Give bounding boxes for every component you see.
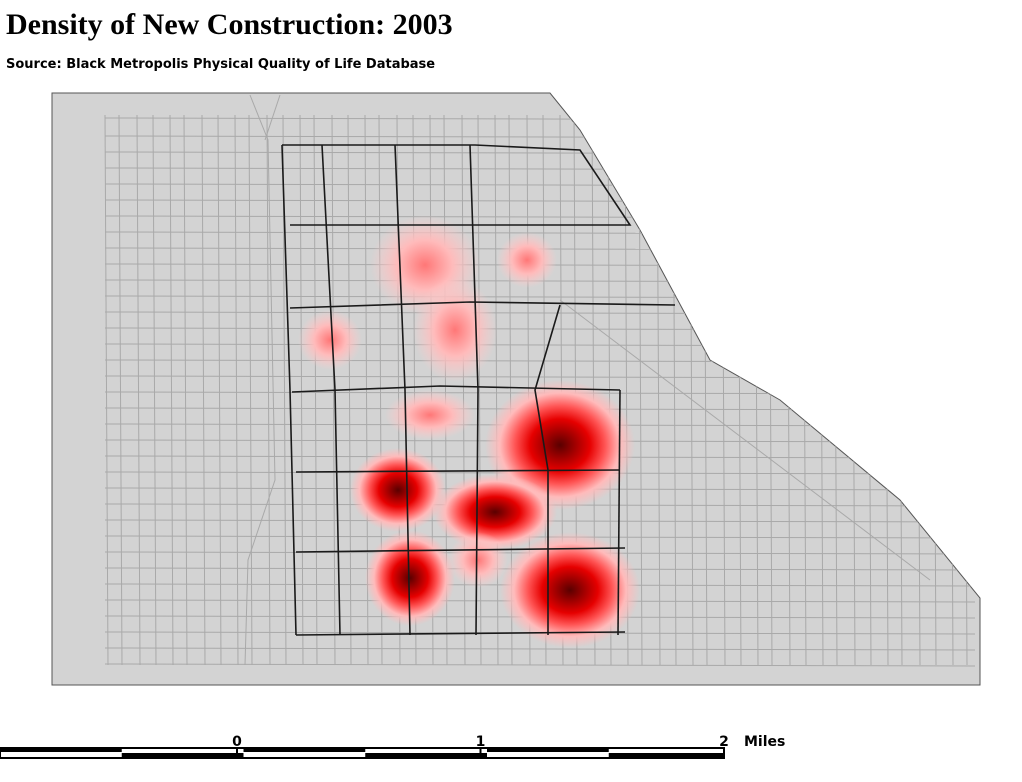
street bbox=[217, 114, 222, 666]
street bbox=[248, 114, 253, 666]
density-blob bbox=[385, 390, 475, 440]
density-blob bbox=[365, 530, 455, 626]
street bbox=[104, 647, 976, 651]
scale-bar-segment bbox=[487, 748, 609, 752]
density-blob bbox=[433, 474, 557, 550]
street bbox=[118, 114, 123, 666]
density-blob bbox=[485, 380, 635, 510]
density-blob bbox=[413, 278, 497, 382]
railway bbox=[559, 299, 931, 581]
scale-bar-segment bbox=[608, 753, 724, 758]
street bbox=[201, 114, 206, 666]
scale-label: 1 bbox=[476, 734, 486, 750]
scale-unit: Miles bbox=[744, 734, 785, 750]
boundary bbox=[291, 385, 621, 393]
density-blob bbox=[298, 310, 362, 370]
scale-label: 2 bbox=[719, 734, 729, 750]
scale-bar-segment bbox=[243, 748, 366, 752]
map-title: Density of New Construction: 2003 bbox=[6, 8, 453, 41]
boundary bbox=[282, 144, 632, 226]
scale-bar: 0 1 2 Miles bbox=[0, 734, 785, 759]
density-blob bbox=[497, 232, 557, 288]
scale-bar-segment bbox=[0, 748, 122, 752]
density-blob bbox=[350, 448, 446, 532]
street bbox=[266, 114, 271, 666]
boundary bbox=[469, 144, 479, 636]
boundary bbox=[394, 144, 411, 636]
map-source: Source: Black Metropolis Physical Qualit… bbox=[6, 57, 435, 72]
scale-bar-segment bbox=[121, 753, 244, 758]
street bbox=[104, 114, 109, 666]
boundary bbox=[295, 547, 626, 553]
boundary bbox=[281, 144, 297, 636]
density-blob bbox=[448, 532, 508, 588]
boundary bbox=[289, 301, 676, 309]
density-surface bbox=[298, 215, 640, 648]
street bbox=[234, 114, 239, 666]
boundary bbox=[321, 144, 341, 636]
boundary bbox=[534, 304, 561, 635]
expressway bbox=[244, 94, 276, 666]
street bbox=[313, 114, 318, 666]
street bbox=[183, 114, 188, 666]
community-boundaries bbox=[281, 144, 676, 636]
density-blob bbox=[500, 532, 640, 648]
street bbox=[169, 114, 174, 666]
boundary bbox=[295, 631, 626, 636]
street bbox=[299, 114, 304, 666]
scale-label: 0 bbox=[232, 734, 242, 750]
street bbox=[136, 114, 141, 666]
boundary bbox=[617, 389, 621, 636]
street bbox=[152, 114, 157, 666]
expressway bbox=[264, 94, 281, 141]
boundary bbox=[295, 469, 621, 473]
scale-bar-segment bbox=[365, 753, 487, 758]
street bbox=[104, 663, 976, 667]
